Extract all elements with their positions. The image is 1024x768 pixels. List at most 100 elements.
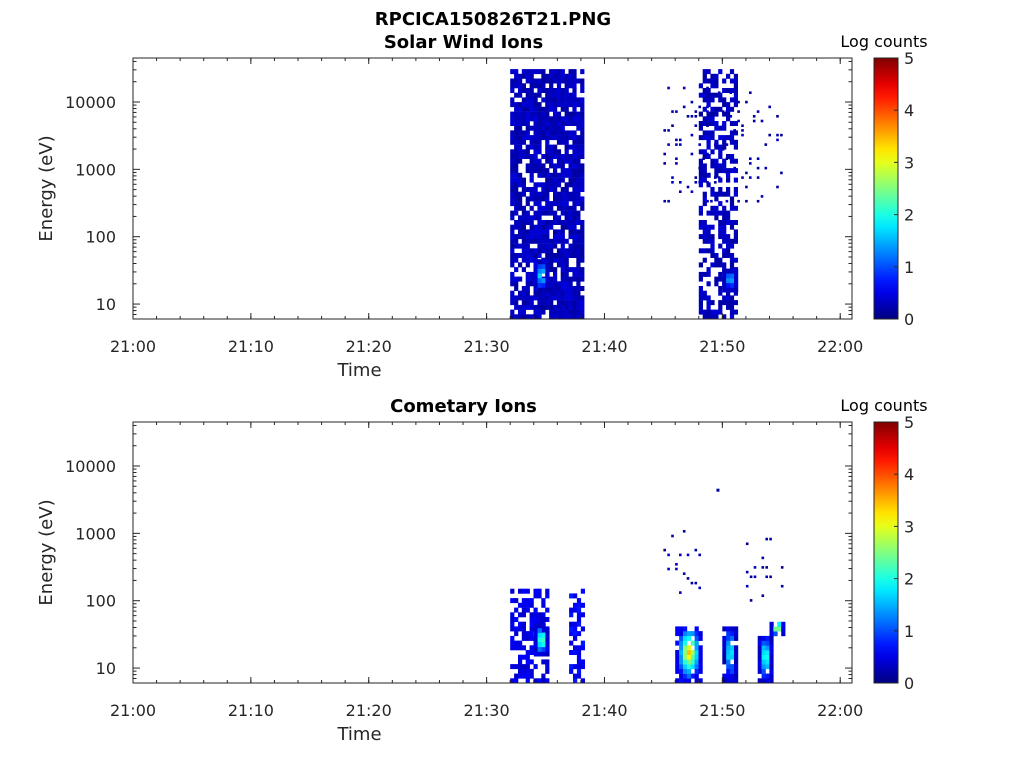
heatmap-cell bbox=[541, 116, 546, 122]
heatmap-cell bbox=[518, 224, 523, 230]
heatmap-cell bbox=[529, 621, 534, 627]
heatmap-cell bbox=[529, 635, 534, 641]
heatmap-cell bbox=[541, 210, 546, 216]
heatmap-cell bbox=[690, 100, 694, 104]
heatmap-cell bbox=[556, 290, 562, 296]
heatmap-cell bbox=[521, 187, 526, 192]
heatmap-cell bbox=[698, 631, 703, 637]
heatmap-cell bbox=[726, 304, 731, 310]
heatmap-cell bbox=[518, 659, 523, 665]
heatmap-cell bbox=[521, 626, 526, 632]
heatmap-cell bbox=[690, 631, 695, 637]
heatmap-cell bbox=[702, 88, 707, 93]
heatmap-cell bbox=[769, 673, 774, 679]
heatmap-cell bbox=[675, 664, 680, 670]
heatmap-cell bbox=[572, 121, 577, 126]
heatmap-cell bbox=[537, 646, 542, 652]
heatmap-cell bbox=[518, 116, 523, 122]
heatmap-cell bbox=[679, 664, 684, 670]
heatmap-cell bbox=[525, 111, 530, 117]
heatmap-cell bbox=[667, 553, 670, 557]
heatmap-cell bbox=[556, 78, 562, 84]
heatmap-cell bbox=[545, 637, 550, 643]
heatmap-cell bbox=[737, 199, 740, 203]
heatmap-cell bbox=[514, 220, 519, 225]
heatmap-cell bbox=[722, 673, 727, 679]
heatmap-cell bbox=[525, 607, 530, 613]
heatmap-cell bbox=[690, 190, 694, 193]
heatmap-cell bbox=[545, 78, 550, 84]
axes-box bbox=[132, 421, 853, 684]
heatmap-cell bbox=[510, 163, 515, 169]
heatmap-cell bbox=[702, 121, 707, 126]
heatmap-cell bbox=[679, 640, 684, 646]
heatmap-cell bbox=[556, 163, 562, 169]
heatmap-cell bbox=[698, 172, 703, 178]
heatmap-cell bbox=[514, 645, 519, 651]
heatmap-cell bbox=[718, 125, 723, 131]
heatmap-cell bbox=[765, 566, 768, 569]
heatmap-cell bbox=[572, 201, 577, 207]
heatmap-cell bbox=[765, 650, 770, 655]
heatmap-cell bbox=[518, 121, 523, 126]
heatmap-cell bbox=[537, 92, 542, 98]
heatmap-cell bbox=[568, 276, 573, 282]
x-tick-label: 22:00 bbox=[817, 701, 863, 720]
heatmap-cell bbox=[726, 626, 731, 632]
heatmap-cell bbox=[683, 635, 688, 641]
heatmap-cell bbox=[568, 163, 573, 169]
heatmap-cell bbox=[726, 215, 731, 221]
heatmap-cell bbox=[769, 668, 774, 674]
heatmap-cell bbox=[679, 138, 682, 142]
heatmap-cell bbox=[572, 130, 577, 136]
heatmap-cell bbox=[722, 78, 727, 84]
heatmap-cell bbox=[749, 162, 752, 165]
heatmap-cell bbox=[729, 238, 735, 244]
heatmap-cell bbox=[556, 172, 562, 178]
y-axis-label: Energy (eV) bbox=[36, 135, 57, 241]
heatmap-cell bbox=[580, 163, 585, 169]
heatmap-cell bbox=[761, 664, 766, 670]
heatmap-cell bbox=[564, 106, 569, 112]
colorbar-tick-label: 0 bbox=[904, 310, 914, 329]
heatmap-cell bbox=[545, 205, 550, 211]
heatmap-cell bbox=[769, 645, 774, 651]
heatmap-cell bbox=[679, 631, 684, 637]
heatmap-cell bbox=[514, 116, 519, 122]
heatmap-cell bbox=[702, 201, 707, 207]
heatmap-cell bbox=[529, 271, 534, 277]
heatmap-cell bbox=[556, 281, 562, 287]
heatmap-cell bbox=[564, 102, 569, 108]
heatmap-cell bbox=[510, 111, 515, 117]
heatmap-cell bbox=[769, 654, 774, 660]
heatmap-cell bbox=[537, 309, 542, 315]
heatmap-cell bbox=[733, 220, 738, 225]
heatmap-cell bbox=[568, 215, 573, 221]
heatmap-cell bbox=[553, 267, 558, 273]
heatmap-cell bbox=[545, 182, 550, 188]
heatmap-cell bbox=[521, 286, 526, 291]
heatmap-cell bbox=[545, 259, 550, 265]
heatmap-cell bbox=[698, 300, 703, 306]
heatmap-cell bbox=[749, 157, 752, 160]
heatmap-cell bbox=[726, 664, 731, 670]
heatmap-cell bbox=[510, 262, 515, 268]
heatmap-cell bbox=[734, 668, 739, 674]
heatmap-cell bbox=[714, 210, 719, 216]
heatmap-cell bbox=[714, 215, 719, 221]
heatmap-cell bbox=[698, 83, 703, 89]
heatmap-cell bbox=[694, 645, 699, 651]
heatmap-cell bbox=[768, 105, 771, 109]
heatmap-cell bbox=[529, 111, 534, 117]
heatmap-cell bbox=[698, 295, 703, 301]
heatmap-cell bbox=[518, 177, 523, 183]
heatmap-cell bbox=[537, 238, 542, 244]
heatmap-cell bbox=[765, 575, 768, 579]
heatmap-cell bbox=[698, 309, 703, 315]
heatmap-cell bbox=[773, 626, 778, 632]
heatmap-cell bbox=[537, 224, 542, 230]
heatmap-cell bbox=[521, 88, 526, 93]
heatmap-cell bbox=[580, 121, 585, 126]
heatmap-cell bbox=[514, 205, 519, 211]
